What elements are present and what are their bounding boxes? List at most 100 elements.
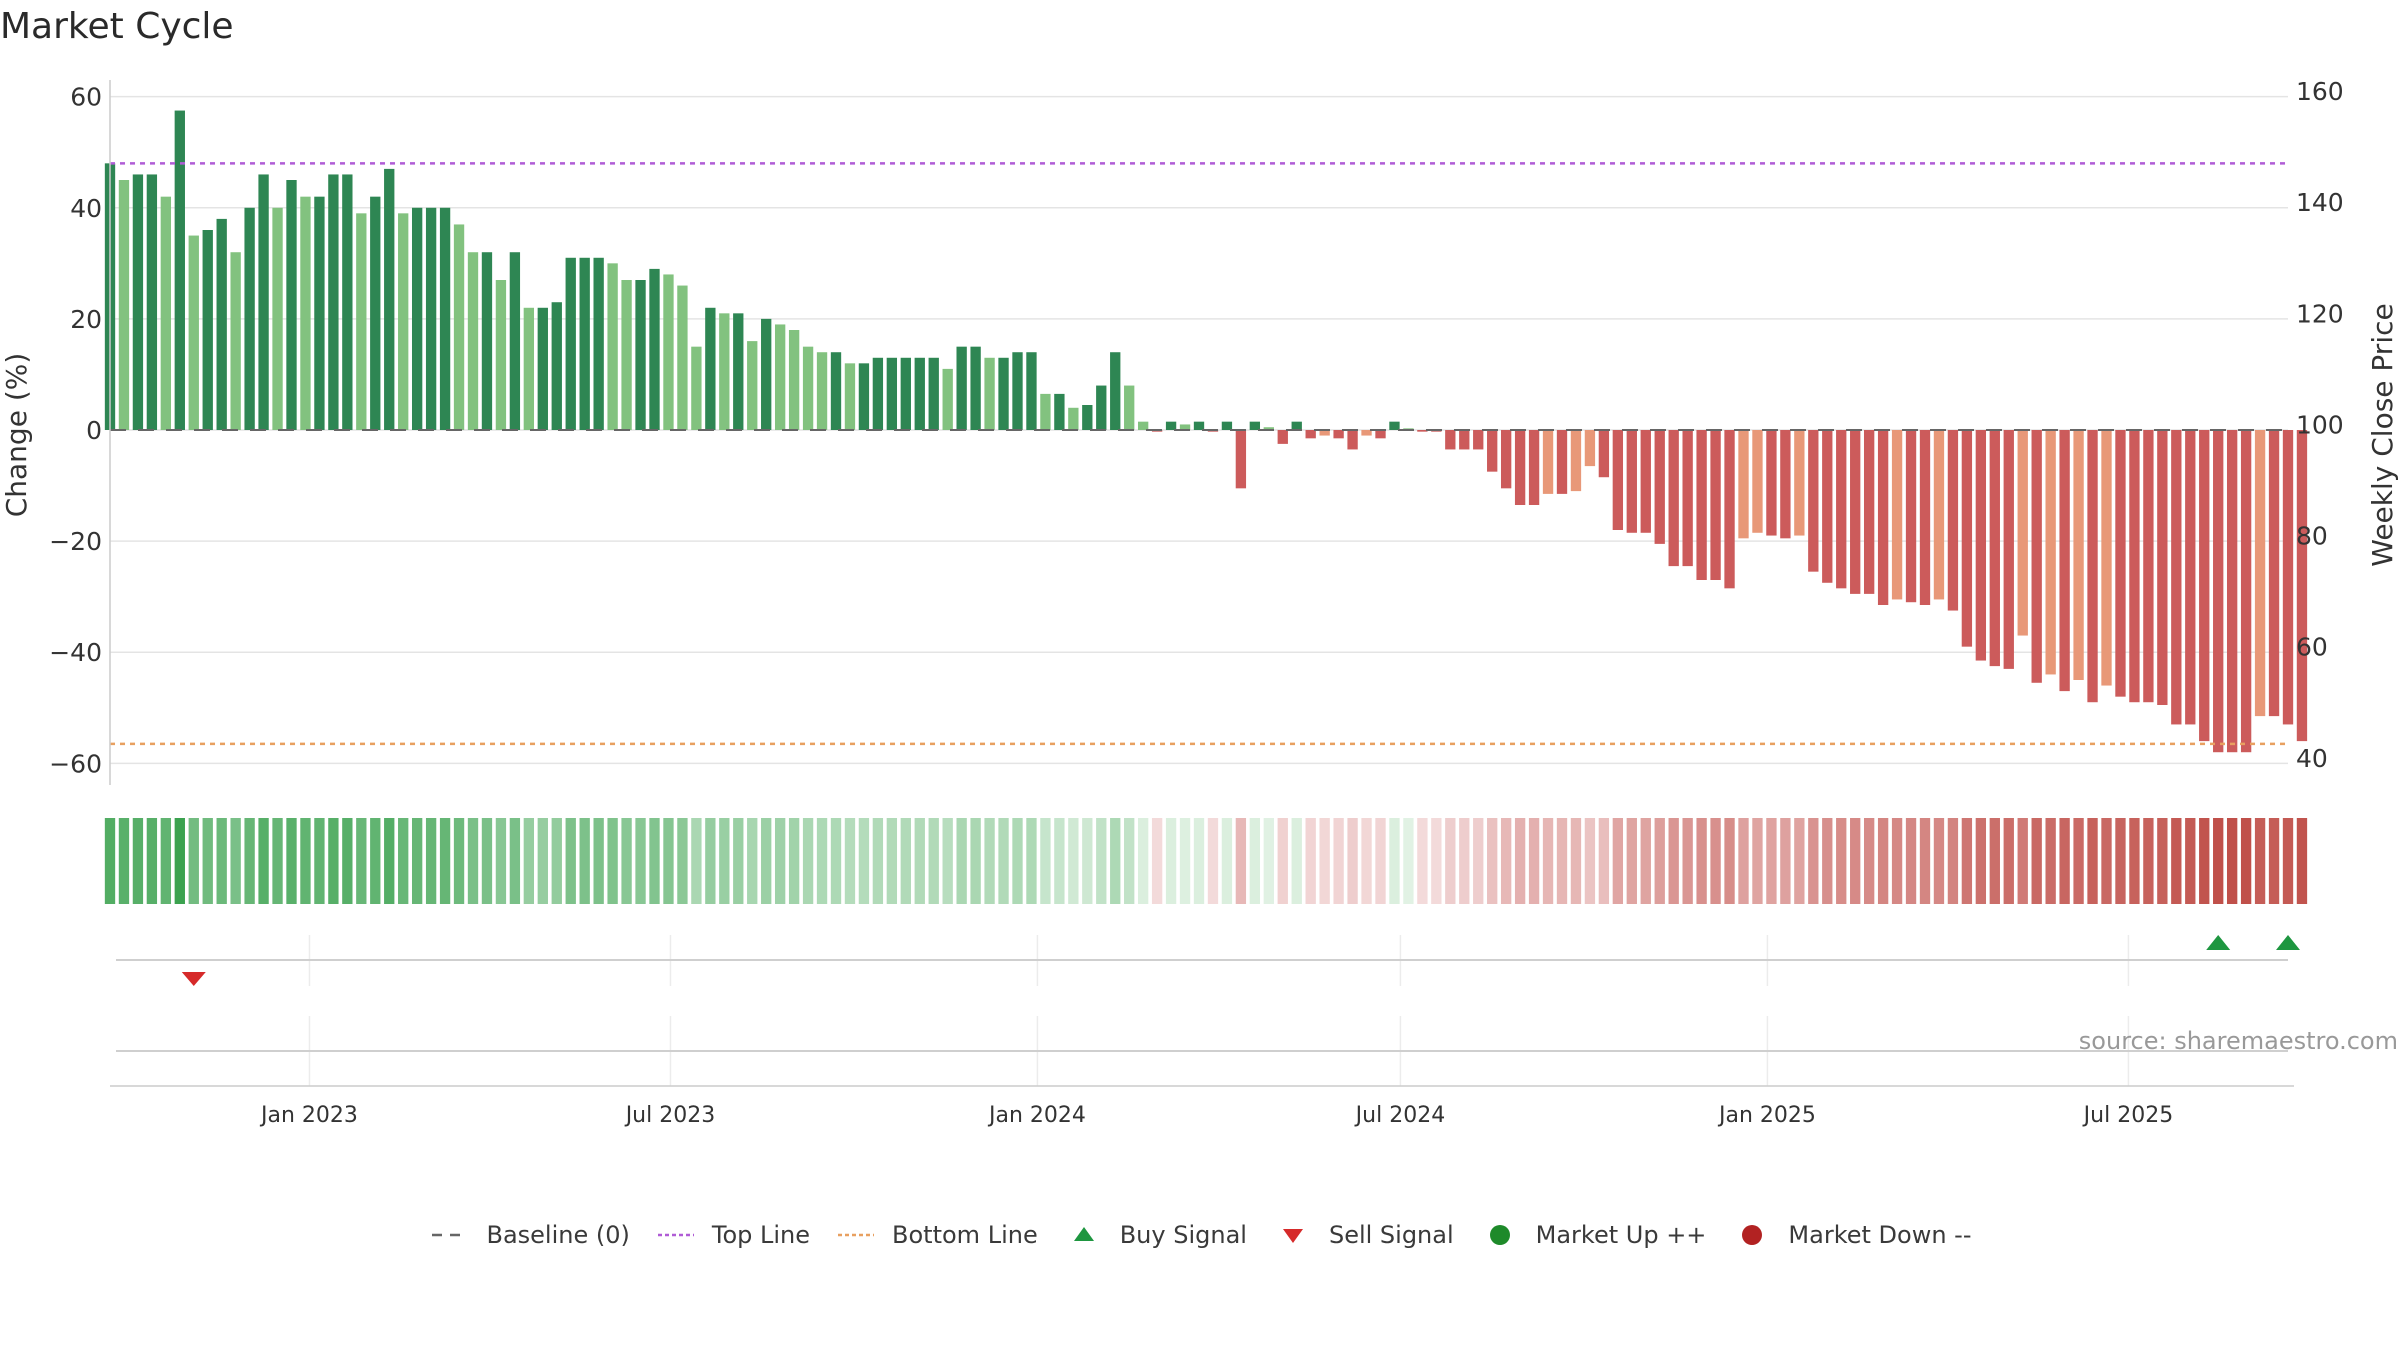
bar [1082,405,1093,430]
sentiment-cell [272,818,283,904]
legend-item[interactable]: Sell Signal [1271,1221,1454,1249]
sentiment-cell [1612,818,1624,904]
bar [481,252,493,430]
sentiment-cell [2240,818,2252,904]
sentiment-cell [146,818,158,904]
bar [788,330,800,430]
bar [314,196,325,430]
sentiment-cell [788,818,800,904]
sentiment-cell [2157,818,2168,904]
sentiment-cell [970,818,981,904]
bar [1054,393,1065,430]
bar [1933,430,1945,600]
sentiment-cell [1556,818,1568,904]
sentiment-cell [900,818,911,904]
bar [1822,430,1833,583]
bar [774,324,786,430]
sentiment-cell [188,818,199,904]
sentiment-cell [104,818,116,904]
sentiment-cell [1933,818,1945,904]
sentiment-cell [621,818,632,904]
y-tick-label: 60 [70,83,102,112]
sentiment-cell [453,818,465,904]
dotted-line-icon [838,1233,875,1237]
sentiment-cell [1487,818,1498,904]
sentiment-cell [1347,818,1358,904]
sentiment-cell [216,818,227,904]
bar [1040,393,1051,430]
sentiment-cell [733,818,744,904]
sentiment-cell [1570,818,1582,904]
sentiment-cell [439,818,451,904]
sentiment-cell [2101,818,2112,904]
legend-item[interactable]: Market Up ++ [1478,1221,1706,1249]
x-tick-label: Jul 2023 [624,1103,716,1128]
bar [1640,430,1651,533]
legend-item[interactable]: Baseline (0) [428,1221,630,1249]
sentiment-cell [1542,818,1554,904]
bar [1473,430,1484,450]
bar [928,357,939,430]
bar [2226,430,2238,753]
sentiment-cell [537,818,548,904]
bar [984,357,995,430]
sentiment-cell [1235,818,1247,904]
sentiment-cell [816,818,828,904]
sentiment-cell [2031,818,2042,904]
bar [244,207,255,430]
bar [1836,430,1847,589]
bar [761,318,772,430]
legend-item[interactable]: Bottom Line [834,1221,1038,1249]
bar [1305,430,1316,439]
bar [1919,430,1931,605]
sentiment-cell [328,818,339,904]
bar [132,174,144,430]
bar [663,274,674,430]
signal-panel [116,935,2300,1086]
sentiment-cell [1528,818,1540,904]
sentiment-cell [1459,818,1470,904]
legend-item[interactable]: Market Down -- [1730,1221,1972,1249]
bar [2296,430,2308,742]
legend-item[interactable]: Top Line [654,1221,810,1249]
sentiment-cell [1473,818,1484,904]
y2-tick-label: 60 [2296,633,2328,662]
sentiment-cell [286,818,297,904]
bar [300,196,311,430]
y2-tick-label: 160 [2296,77,2344,106]
sentiment-cell [1082,818,1093,904]
bar [453,224,465,430]
sentiment-cell [1124,818,1135,904]
bar [2031,430,2042,683]
circle-icon [1489,1225,1510,1245]
sentiment-cell [384,818,395,904]
sentiment-cell [1822,818,1833,904]
sentiment-cell [174,818,185,904]
y-axis-label: Change (%) [0,353,33,518]
sentiment-cell [830,818,842,904]
bar [2268,430,2280,717]
sentiment-cell [1137,818,1149,904]
bar [495,280,507,430]
sentiment-cell [1305,818,1316,904]
bar [370,196,381,430]
sentiment-cell [118,818,130,904]
bar [2143,430,2154,703]
bar [1221,421,1233,430]
bar [1137,421,1149,430]
sentiment-cell [2115,818,2126,904]
bar [956,346,967,430]
bar [621,280,632,430]
sentiment-cell [747,818,758,904]
bar [1989,430,2000,667]
x-tick-label: Jul 2025 [2082,1103,2174,1128]
legend-item[interactable]: Buy Signal [1062,1221,1247,1249]
bar [2115,430,2126,697]
y-tick-label: −20 [49,527,102,556]
bar [2003,430,2014,669]
buy-signal-marker [2206,935,2231,950]
sentiment-cell [1291,818,1302,904]
bar [942,368,953,430]
bar [649,268,660,430]
bar [1752,430,1763,533]
